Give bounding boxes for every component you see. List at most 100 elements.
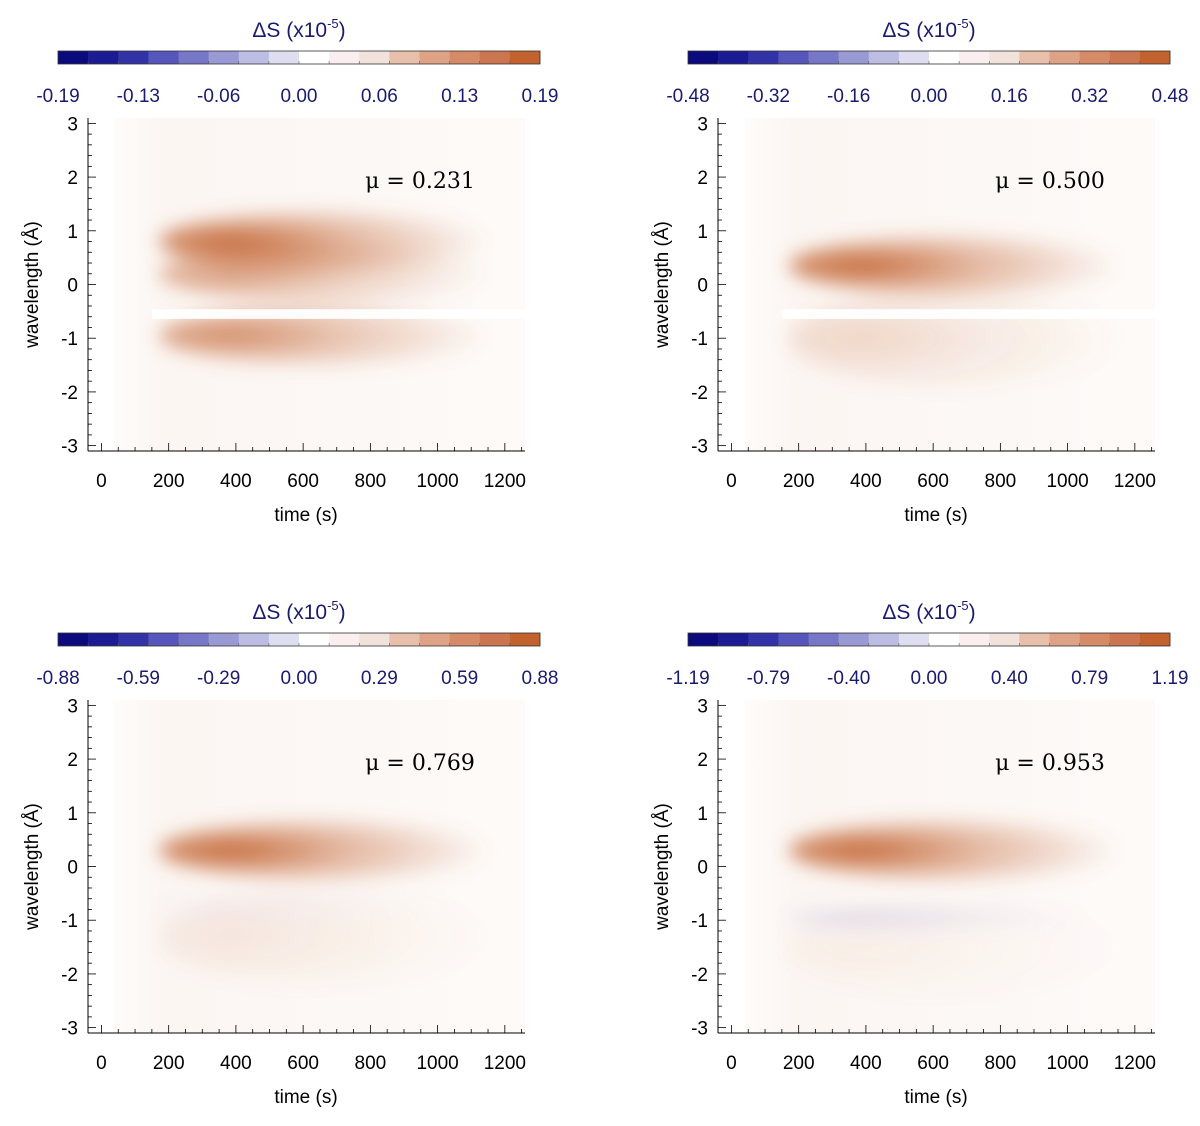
heatmap [88,118,525,451]
colorbar-step [989,51,1020,64]
x-tick-label: 1200 [484,1053,526,1074]
colorbar-tick-label: 0.32 [1071,86,1108,107]
y-tick-label: 3 [697,114,708,135]
colorbar-tick-label: 0.79 [1071,668,1108,689]
x-axis-label: time (s) [904,505,967,526]
colorbar-step [1049,633,1080,646]
colorbar-tick-label: 0.00 [281,668,318,689]
x-tick-label: 800 [355,1053,387,1074]
colorbar-step [359,51,390,64]
y-tick-label: 0 [67,858,78,879]
colorbar-step [178,633,209,646]
colorbar-step [238,51,270,64]
heatmap-blobs [158,211,489,366]
colorbar-tick-label: -0.40 [827,668,870,689]
colorbar-step [929,51,960,64]
colorbar-step [479,633,511,646]
colorbar-step [688,633,719,646]
x-tick-label: 0 [726,1053,737,1074]
x-tick-label: 1000 [416,1053,458,1074]
y-tick-label: 1 [697,804,708,825]
y-tick-label: 3 [697,696,708,717]
colorbar-title-close: ) [339,19,346,42]
colorbar-step [449,633,481,646]
y-tick-label: -1 [61,329,78,350]
colorbar-step [449,51,481,64]
colorbar-title: ΔS (x10-5) [252,16,345,42]
colorbar-step [419,51,450,64]
positive-signal-blob [158,244,489,304]
x-axis-label: time (s) [904,1087,967,1108]
colorbar-step [929,633,960,646]
y-tick-label: 1 [67,804,78,825]
colorbar-title-exponent: -5 [327,598,339,613]
colorbar-tick-label: 0.16 [991,86,1028,107]
colorbar-step [178,51,209,64]
x-tick-label: 200 [783,471,815,492]
colorbar-step [778,51,809,64]
colorbar-step [268,51,300,64]
x-axis-label: time (s) [274,505,337,526]
y-tick-label: -3 [61,437,78,458]
y-tick-label: 3 [67,114,78,135]
colorbar-step [959,633,990,646]
x-tick-label: 1000 [1046,471,1088,492]
y-tick-label: 0 [697,858,708,879]
colorbar-step [718,633,749,646]
x-tick-label: 1000 [1046,1053,1088,1074]
colorbar-tick-label: -1.19 [666,668,709,689]
x-tick-label: 800 [985,1053,1017,1074]
colorbar-step [1079,51,1111,64]
y-tick-label: -1 [691,329,708,350]
colorbar-step [748,633,779,646]
colorbar-step [268,633,300,646]
y-tick-label: 2 [697,750,708,771]
null-band [781,309,1155,319]
colorbar-step [238,633,270,646]
colorbar-tick-label: -0.79 [747,668,790,689]
colorbar-step [1109,51,1141,64]
x-tick-label: 400 [850,471,882,492]
y-tick-label: 2 [67,750,78,771]
colorbar-step [509,633,541,646]
mu-annotation: μ = 0.953 [995,751,1105,776]
null-band [151,309,525,319]
y-tick-label: -2 [61,383,78,404]
colorbar-title-close: ) [339,601,346,624]
x-tick-label: 600 [917,1053,949,1074]
colorbar-title-exponent: -5 [957,598,969,613]
colorbar-step [509,51,541,64]
x-tick-label: 400 [220,471,252,492]
y-tick-label: 0 [67,276,78,297]
colorbar-step [778,633,809,646]
colorbar-step [1079,633,1111,646]
y-tick-label: -1 [61,911,78,932]
colorbar-title-main: ΔS (x10 [252,19,327,42]
panel-2: ΔS (x10-5) -0.48 -0.32 -0.16 0.00 0.16 0.32 0.4… [652,16,1188,526]
colorbar-step [1139,633,1171,646]
colorbar-step [329,633,360,646]
heatmap [88,700,525,1033]
x-tick-label: 400 [220,1053,252,1074]
x-tick-label: 0 [96,1053,107,1074]
positive-signal-blob [788,820,1119,880]
colorbar-tick-label: -0.48 [666,86,709,107]
colorbar-tick-label: 0.29 [361,668,398,689]
colorbar-tick-label: -0.19 [36,86,79,107]
y-tick-label: -3 [691,1019,708,1040]
colorbar-title: ΔS (x10-5) [882,16,975,42]
colorbar-step [808,51,839,64]
x-tick-label: 600 [917,471,949,492]
colorbar-title-exponent: -5 [327,16,339,31]
colorbar-step [688,51,719,64]
colorbar-step [838,51,870,64]
colorbar-tick-label: -0.16 [827,86,870,107]
x-tick-label: 1000 [416,471,458,492]
x-tick-label: 200 [783,1053,815,1074]
colorbar-step [299,633,330,646]
mu-annotation: μ = 0.231 [365,169,475,194]
colorbar-step [1109,633,1141,646]
colorbar-tick-label: 1.19 [1152,668,1189,689]
positive-signal-blob [158,305,489,366]
x-tick-label: 800 [985,471,1017,492]
